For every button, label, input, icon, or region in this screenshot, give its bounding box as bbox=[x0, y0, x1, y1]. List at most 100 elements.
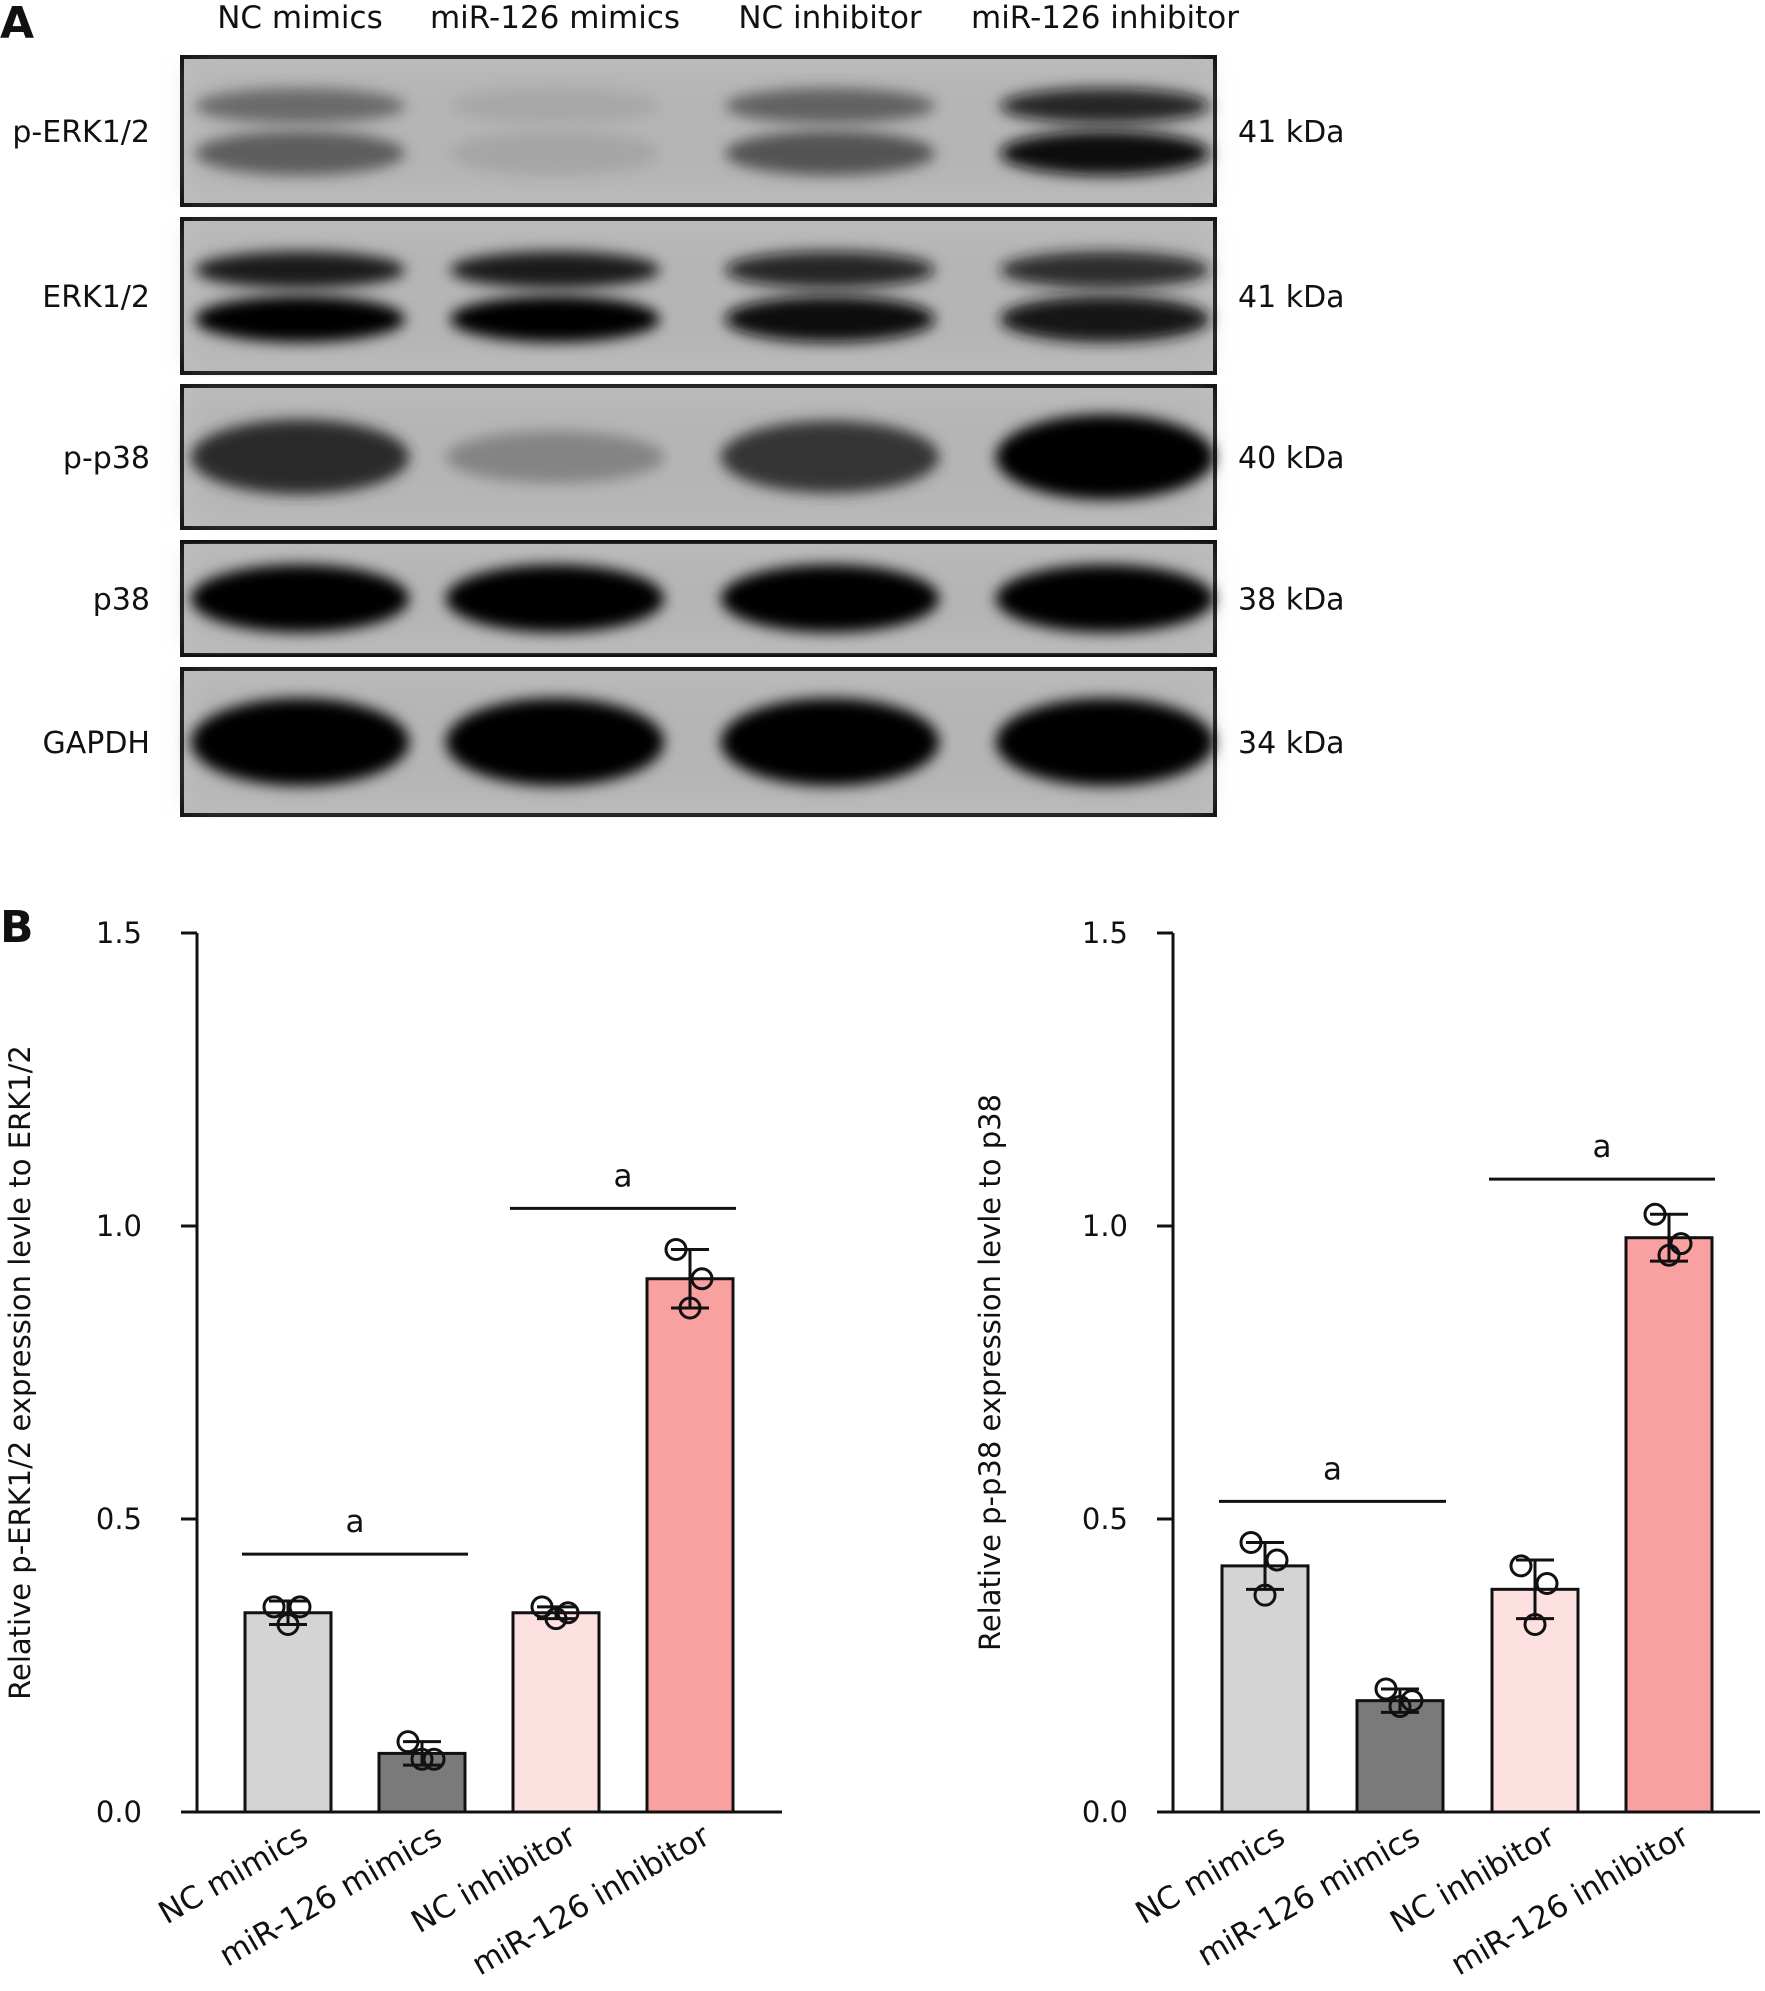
lane-labels: NC mimics miR-126 mimics NC inhibitor miR-1… bbox=[217, 0, 1239, 36]
molecular-weight-label: 41 kDa bbox=[1238, 280, 1345, 315]
blot-background-tone bbox=[192, 67, 1205, 195]
blot-band bbox=[445, 431, 665, 483]
blot-band bbox=[720, 564, 940, 633]
western-blot-panel: A NC mimics miR-126 mimics NC inhibitor miR… bbox=[0, 0, 1345, 817]
y-axis-title: Relative p-ERK1/2 expression levle to ER… bbox=[3, 1045, 37, 1700]
y-tick-label: 1.5 bbox=[96, 916, 142, 950]
blot-band bbox=[1000, 296, 1210, 343]
molecular-weight-label: 41 kDa bbox=[1238, 115, 1345, 150]
bar bbox=[1490, 1587, 1580, 1814]
data-point bbox=[1374, 1677, 1398, 1701]
data-point bbox=[1509, 1554, 1533, 1578]
y-tick-label: 0.5 bbox=[96, 1502, 142, 1536]
blot-band bbox=[1000, 88, 1210, 124]
blot-band bbox=[445, 698, 665, 786]
data-point bbox=[544, 1607, 568, 1631]
x-tick-label: miR-126 inhibitor bbox=[466, 1818, 716, 1983]
x-tick-label: miR-126 mimics bbox=[1191, 1818, 1426, 1974]
blot-band bbox=[1000, 251, 1210, 289]
bar bbox=[1624, 1236, 1714, 1814]
data-point bbox=[1400, 1689, 1424, 1713]
x-tick-label: miR-126 mimics bbox=[213, 1818, 448, 1974]
data-point bbox=[396, 1730, 420, 1754]
blot-band bbox=[725, 88, 935, 124]
blot-band bbox=[195, 296, 405, 343]
bar bbox=[511, 1611, 601, 1814]
molecular-weight-label: 38 kDa bbox=[1238, 583, 1345, 618]
data-point bbox=[410, 1747, 434, 1771]
y-tick-label: 1.5 bbox=[1082, 916, 1128, 950]
data-point bbox=[690, 1267, 714, 1291]
blot-band bbox=[195, 131, 405, 176]
blot-p-p38: p-p38 40 kDa bbox=[63, 384, 1345, 530]
blot-p38: p38 38 kDa bbox=[93, 540, 1345, 657]
data-point bbox=[1535, 1571, 1559, 1595]
data-point bbox=[1239, 1530, 1263, 1554]
blot-band bbox=[725, 251, 935, 289]
bar bbox=[1355, 1699, 1445, 1814]
molecular-weight-label: 40 kDa bbox=[1238, 441, 1345, 476]
blot-erk1-2: ERK1/2 41 kDa bbox=[42, 217, 1345, 375]
y-axis-title: Relative p-p38 expression levle to p38 bbox=[973, 1094, 1007, 1651]
blot-p-erk1-2: p-ERK1/2 41 kDa bbox=[12, 55, 1345, 207]
protein-label: ERK1/2 bbox=[42, 280, 150, 315]
data-point bbox=[1643, 1202, 1667, 1226]
blot-band bbox=[725, 296, 935, 343]
lane-label: NC inhibitor bbox=[738, 0, 922, 36]
significance-label: a bbox=[1593, 1129, 1612, 1165]
panel-b-label: B bbox=[0, 902, 34, 953]
lane-label: NC mimics bbox=[217, 0, 383, 36]
protein-label: p-ERK1/2 bbox=[12, 115, 150, 150]
bar-chart-panel: B 0.0 0.5 1.0 1.5 Relative p-ERK1/2 expressi… bbox=[0, 902, 1760, 1983]
blot-band bbox=[450, 131, 660, 176]
data-point bbox=[1265, 1548, 1289, 1572]
bar bbox=[1220, 1564, 1310, 1814]
y-tick-label: 1.0 bbox=[96, 1209, 142, 1243]
y-tick-label: 1.0 bbox=[1082, 1209, 1128, 1243]
blot-gapdh: GAPDH 34 kDa bbox=[42, 667, 1345, 817]
blot-background-tone bbox=[192, 229, 1205, 363]
blot-band bbox=[995, 564, 1215, 633]
data-point bbox=[276, 1612, 300, 1636]
panel-a-label: A bbox=[0, 0, 34, 49]
y-tick-label: 0.5 bbox=[1082, 1502, 1128, 1536]
blot-band bbox=[1000, 131, 1210, 176]
y-tick-label: 0.0 bbox=[96, 1795, 142, 1829]
blot-band bbox=[995, 414, 1215, 500]
data-point bbox=[1523, 1612, 1547, 1636]
x-tick-label: miR-126 inhibitor bbox=[1445, 1818, 1695, 1983]
blot-band bbox=[195, 251, 405, 289]
significance-label: a bbox=[1323, 1451, 1342, 1487]
data-point bbox=[556, 1601, 580, 1625]
blot-band bbox=[725, 131, 935, 176]
protein-label: p38 bbox=[93, 583, 150, 618]
data-point bbox=[678, 1296, 702, 1320]
blot-band bbox=[450, 251, 660, 289]
data-point bbox=[664, 1237, 688, 1261]
blot-band bbox=[195, 88, 405, 124]
data-point bbox=[1657, 1243, 1681, 1267]
blot-band bbox=[190, 419, 410, 495]
chart-p-p38: 0.0 0.5 1.0 1.5 Relative p-p38 expression le… bbox=[973, 916, 1760, 1983]
blot-band bbox=[445, 564, 665, 633]
blot-band bbox=[720, 698, 940, 786]
blot-strips: p-ERK1/2 41 kDa ERK1/2 41 kDa p-p38 40 kDa p38… bbox=[12, 55, 1345, 817]
protein-label: GAPDH bbox=[42, 726, 150, 761]
significance-label: a bbox=[346, 1504, 365, 1540]
lane-label: miR-126 inhibitor bbox=[971, 0, 1239, 36]
blot-band bbox=[450, 88, 660, 124]
molecular-weight-label: 34 kDa bbox=[1238, 726, 1345, 761]
data-point bbox=[422, 1747, 446, 1771]
data-point bbox=[1388, 1695, 1412, 1719]
data-point bbox=[1669, 1232, 1693, 1256]
blot-band bbox=[995, 698, 1215, 786]
data-point bbox=[530, 1595, 554, 1619]
blot-band bbox=[190, 564, 410, 633]
blot-band bbox=[450, 296, 660, 343]
data-point bbox=[1253, 1583, 1277, 1607]
blot-band bbox=[720, 420, 940, 494]
y-tick-label: 0.0 bbox=[1082, 1795, 1128, 1829]
protein-label: p-p38 bbox=[63, 441, 150, 476]
significance-label: a bbox=[614, 1158, 633, 1194]
